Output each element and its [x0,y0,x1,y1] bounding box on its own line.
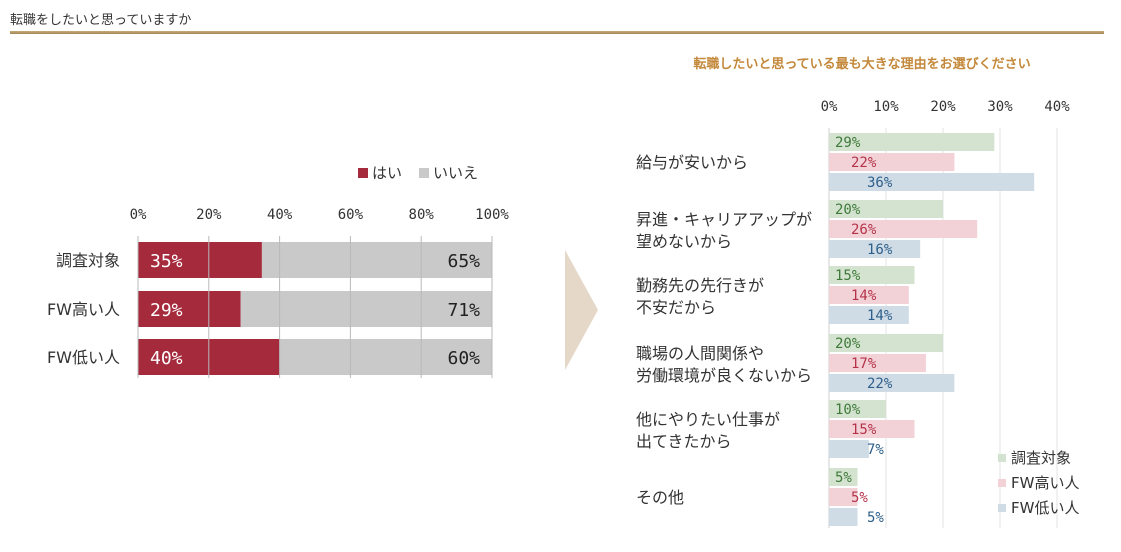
data-label: 29% [835,135,861,151]
data-label: 17% [851,356,877,372]
arrow-shape [565,250,598,370]
category-label: 他にやりたい仕事が [636,410,780,429]
data-label: 14% [867,308,893,324]
left-chart: はい いいえ 0% 20% 40% 60% 80% 100% 調査対象 35% 65% FW高い人 29… [47,164,509,378]
bar-yes [138,242,262,278]
x-tick-label: 40% [267,207,293,223]
category-label: 出てきたから [636,432,732,451]
bar [829,354,926,372]
bar-no [261,242,492,278]
bar [829,220,978,238]
bar [829,400,886,418]
bar [829,133,995,151]
legend-label: FW高い人 [1011,474,1079,492]
data-label: 15% [835,268,861,284]
bar [829,508,858,526]
data-label: 5% [851,490,868,506]
bar [829,374,955,392]
category-label: 不安だから [636,298,716,317]
data-label-no: 65% [447,251,480,272]
legend-swatch-yes [358,168,368,178]
bar [829,334,943,352]
data-label: 22% [867,376,893,392]
data-label: 7% [867,442,884,458]
legend-swatch [998,479,1006,487]
data-label: 10% [835,402,861,418]
bar-no [240,291,492,327]
x-tick-label: 60% [338,207,364,223]
data-label: 20% [835,202,861,218]
bar-yes [138,291,241,327]
data-label-no: 71% [447,300,480,321]
legend-label: 調査対象 [1011,449,1071,467]
bar [829,266,915,284]
data-label-yes: 29% [150,300,183,321]
category-label: 労働環境が良くないから [636,366,812,385]
bar [829,420,915,438]
category-label: その他 [636,488,684,507]
x-tick-label: 40% [1044,99,1070,115]
x-tick-label: 20% [196,207,222,223]
data-label: 22% [851,155,877,171]
data-label: 5% [867,510,884,526]
bar [829,440,869,458]
bar [829,240,921,258]
page-title: 転職をしたいと思っていますか [10,13,192,28]
bar [829,153,955,171]
data-label: 15% [851,422,877,438]
x-tick-label: 0% [130,207,147,223]
category-label: 職場の人間関係や [636,344,764,363]
x-tick-label: 80% [409,207,435,223]
category-label: 望めないから [636,232,732,251]
bar [829,306,909,324]
data-label-yes: 35% [150,251,183,272]
data-label-yes: 40% [150,348,183,369]
category-label: 給与が安いから [636,153,748,172]
right-chart: 転職したいと思っている最も大きな理由をお選びください 0% 10% 20% 30% 40%… [636,56,1079,528]
data-label: 20% [835,336,861,352]
legend-swatch-no [419,168,429,178]
category-label: 昇進・キャリアアップが [636,210,812,229]
right-chart-title: 転職したいと思っている最も大きな理由をお選びください [693,56,1030,72]
category-label: 勤務先の先行きが [636,276,764,295]
x-tick-label: 10% [873,99,899,115]
bar [829,173,1035,191]
data-label: 5% [835,470,852,486]
x-tick-label: 30% [987,99,1013,115]
legend-swatch [998,454,1006,462]
category-label: FW低い人 [47,348,120,367]
legend-label: FW低い人 [1011,499,1079,517]
x-tick-label: 0% [821,99,838,115]
bar [829,468,858,486]
header-rule [10,31,1104,34]
data-label-no: 60% [447,348,480,369]
bar [829,286,909,304]
data-label: 26% [851,222,877,238]
category-label: 調査対象 [56,251,120,270]
legend-label-yes: はい [372,164,402,182]
data-label: 14% [851,288,877,304]
category-label: FW高い人 [47,300,120,319]
bar [829,200,943,218]
legend-label-no: いいえ [433,164,478,182]
x-tick-label: 100% [475,207,509,223]
legend-swatch [998,504,1006,512]
bar [829,488,858,506]
x-tick-label: 20% [930,99,956,115]
data-label: 36% [867,175,893,191]
data-label: 16% [867,242,893,258]
bar-no [279,339,492,375]
